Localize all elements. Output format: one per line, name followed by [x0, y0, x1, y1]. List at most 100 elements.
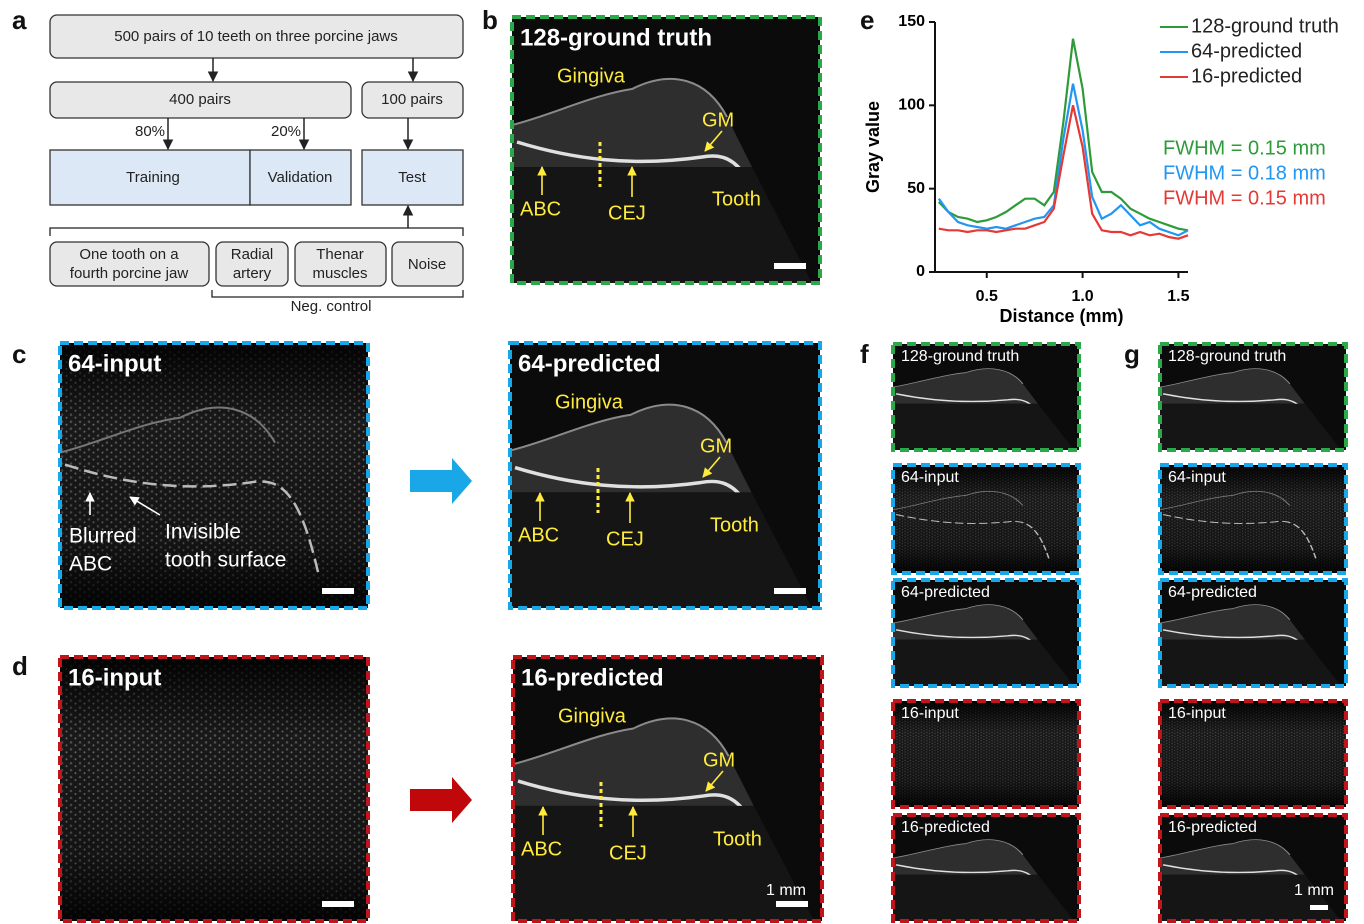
image-panel: 16-predicted 1 mm [1160, 815, 1346, 921]
y-axis-label: Gray value [863, 101, 883, 193]
node-label: muscles [312, 265, 367, 282]
scale-bar [774, 588, 806, 594]
scale-bar [322, 588, 354, 594]
edge-label: 20% [271, 123, 301, 140]
panel-label: e [860, 5, 874, 35]
chart-annotation: FWHM = 0.15 mm [1163, 187, 1326, 209]
bracket-label: Neg. control [291, 298, 372, 315]
annotation: ABC [69, 553, 112, 576]
annotation: Tooth [713, 828, 762, 850]
image-panel: 64-input [893, 465, 1079, 573]
node-label: 400 pairs [169, 91, 231, 108]
arrow [410, 777, 472, 823]
scale-bar [776, 901, 808, 907]
annotation: CEJ [606, 528, 644, 550]
image [510, 343, 820, 608]
flowchart: 500 pairs of 10 teeth on three porcine j… [50, 15, 463, 315]
edge-label: 80% [135, 123, 165, 140]
annotation: Invisible [165, 521, 241, 544]
annotation: Gingiva [558, 705, 627, 727]
figure: a b c d e f g 500 pairs of 10 teeth on t… [0, 0, 1364, 924]
panel-label: g [1124, 339, 1140, 369]
panel-label: b [482, 5, 498, 35]
bracket [50, 228, 463, 236]
legend-label: 128-ground truth [1191, 15, 1339, 37]
node-label: 500 pairs of 10 teeth on three porcine j… [114, 28, 398, 45]
y-tick-label: 0 [916, 263, 925, 280]
annotation: Gingiva [557, 65, 626, 87]
image-panel: 64-predicted [1160, 580, 1346, 686]
annotation: GM [702, 109, 734, 131]
image-panel: 64-predicted [893, 580, 1079, 686]
image-panel: 128-ground truth [893, 344, 1079, 450]
annotation: Gingiva [555, 391, 624, 413]
image-panel: 16-input [60, 657, 368, 921]
scale-bar-label: 1 mm [766, 882, 806, 899]
node-label: artery [233, 265, 272, 282]
image-panel: 64-input [1160, 465, 1346, 573]
image-panel: 16-predicted [893, 815, 1079, 921]
image-panel: 16-input [893, 701, 1079, 807]
node-label: Test [398, 169, 426, 186]
image-title: 16-input [1168, 705, 1226, 722]
panel-label: a [12, 5, 27, 35]
chart-annotation: FWHM = 0.15 mm [1163, 137, 1326, 159]
panel-label: d [12, 651, 28, 681]
node-label: Training [126, 169, 180, 186]
image-title: 16-predicted [521, 664, 664, 691]
node-label: Thenar [316, 246, 364, 263]
y-tick-label: 100 [898, 97, 925, 114]
annotation: Tooth [712, 188, 761, 210]
x-tick-label: 0.5 [976, 288, 998, 305]
image-panel: 16-input [1160, 701, 1346, 807]
image-title: 128-ground truth [1168, 348, 1286, 365]
node-label: Validation [268, 169, 333, 186]
legend-label: 64-predicted [1191, 40, 1302, 62]
image-title: 64-predicted [518, 350, 661, 377]
scale-bar-label: 1 mm [1294, 882, 1334, 899]
image-title: 64-predicted [1168, 584, 1257, 601]
annotation: Tooth [710, 514, 759, 536]
chart-annotation: FWHM = 0.18 mm [1163, 162, 1326, 184]
node-label: One tooth on a [79, 246, 179, 263]
image [60, 657, 368, 921]
annotation: GM [703, 749, 735, 771]
image-title: 16-input [68, 664, 161, 691]
annotation: tooth surface [165, 549, 286, 572]
image-title: 16-predicted [1168, 819, 1257, 836]
annotation: ABC [521, 838, 562, 860]
image-title: 64-input [68, 350, 161, 377]
annotation: GM [700, 435, 732, 457]
node-label: fourth porcine jaw [70, 265, 189, 282]
image-panel: 128-ground truth [1160, 344, 1346, 450]
image-title: 128-ground truth [901, 348, 1019, 365]
scale-bar [322, 901, 354, 907]
legend-label: 16-predicted [1191, 65, 1302, 87]
y-tick-label: 150 [898, 13, 925, 30]
annotation: ABC [520, 198, 561, 220]
image-panel: 64-input Blurred ABC Invisible tooth surface [60, 343, 368, 608]
image-panel: 64-predicted Gingiva GM ABC CEJ Tooth [510, 343, 820, 608]
panel-label: c [12, 339, 26, 369]
node-label: 100 pairs [381, 91, 443, 108]
scale-bar [1310, 905, 1328, 910]
node-label: Noise [408, 256, 446, 273]
annotation: ABC [518, 524, 559, 546]
x-tick-label: 1.5 [1167, 288, 1189, 305]
image-title: 16-predicted [901, 819, 990, 836]
x-axis-label: Distance (mm) [999, 306, 1123, 326]
node-label: Radial [231, 246, 274, 263]
panel-label: f [860, 339, 869, 369]
bracket [212, 290, 463, 297]
image-title: 16-input [901, 705, 959, 722]
annotation: Blurred [69, 525, 137, 548]
image-title: 64-predicted [901, 584, 990, 601]
y-tick-label: 50 [907, 180, 925, 197]
arrow [410, 458, 472, 504]
image-title: 64-input [1168, 469, 1226, 486]
image-title: 64-input [901, 469, 959, 486]
annotation: CEJ [608, 202, 646, 224]
x-tick-label: 1.0 [1071, 288, 1093, 305]
image [512, 17, 820, 283]
